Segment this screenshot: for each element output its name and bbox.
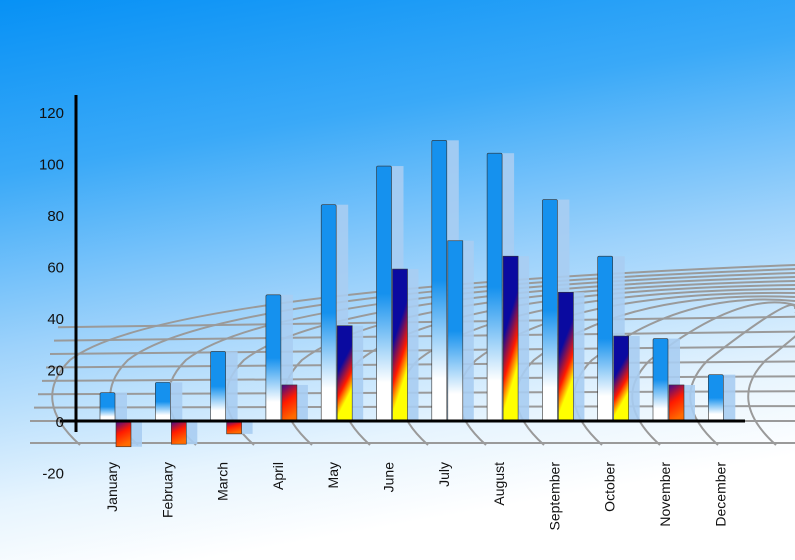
bar-series2-march [226,420,242,435]
y-tick-label: 60 [47,260,64,277]
bar-series2-october [613,335,630,422]
grid-curve [51,264,795,446]
bar-series1-july [431,140,448,422]
x-tick-label: June [381,462,397,493]
bar-series1-november [652,338,669,422]
grid-line [49,345,795,356]
bar-series2-january [115,420,132,448]
y-tick-label: 120 [39,105,64,122]
bar-shadow [114,392,127,421]
bar-series2-may [336,325,353,422]
x-tick-label: February [159,462,175,518]
x-tick-label: September [546,462,562,531]
bar-shadow [224,351,238,421]
bar-series2-august [502,255,519,422]
bar-shadow [169,382,183,421]
bar-shadow [350,325,364,421]
bar-series1-september [542,199,558,422]
bar-series2-september [558,291,574,422]
grid-curve [747,311,795,446]
x-tick-label: January [104,462,120,512]
bar-series2-november [668,384,685,422]
grid-line [53,330,795,342]
x-tick-label: May [325,462,341,488]
bar-shadow [516,256,530,421]
bar-shadow [571,292,585,421]
bar-series1-may [320,204,337,422]
bar-series1-january [99,392,116,422]
bar-series1-april [265,294,282,422]
bar-series2-june [392,268,408,422]
x-tick-label: November [657,462,673,527]
y-tick-label: 100 [39,157,64,174]
x-tick-label: April [270,462,286,490]
bar-shadow [626,336,640,421]
bar-series2-july [447,240,464,422]
bar-series1-march [210,351,226,422]
bar-shadow [294,384,308,421]
bar-series1-december [707,374,724,422]
y-tick-label: -20 [42,466,64,483]
bar-series1-june [376,165,392,422]
grid-line [57,315,795,329]
bar-shadow [682,384,695,421]
bar-series1-february [155,382,171,422]
x-tick-label: August [491,462,507,506]
bar-shadow [129,421,142,447]
x-tick-label: October [602,462,618,512]
bar-series1-october [597,255,614,422]
y-tick-label: 40 [47,311,64,328]
y-tick-label: 80 [47,208,64,225]
bar-shadow [405,269,419,421]
bar-shadow [722,374,736,421]
grid-curve [689,304,795,446]
bar-shadow [239,421,253,434]
bar-series2-february [171,420,187,445]
x-tick-label: March [215,462,231,501]
y-tick-label: 20 [47,363,64,380]
grid-line [45,360,795,369]
x-tick-label: December [712,462,728,527]
bar-shadow [460,240,474,421]
x-tick-label: July [436,462,452,487]
bar-series2-april [281,384,298,422]
bar-shadow [184,421,198,445]
bar-series1-august [486,152,503,422]
y-tick-label: 0 [56,414,64,431]
